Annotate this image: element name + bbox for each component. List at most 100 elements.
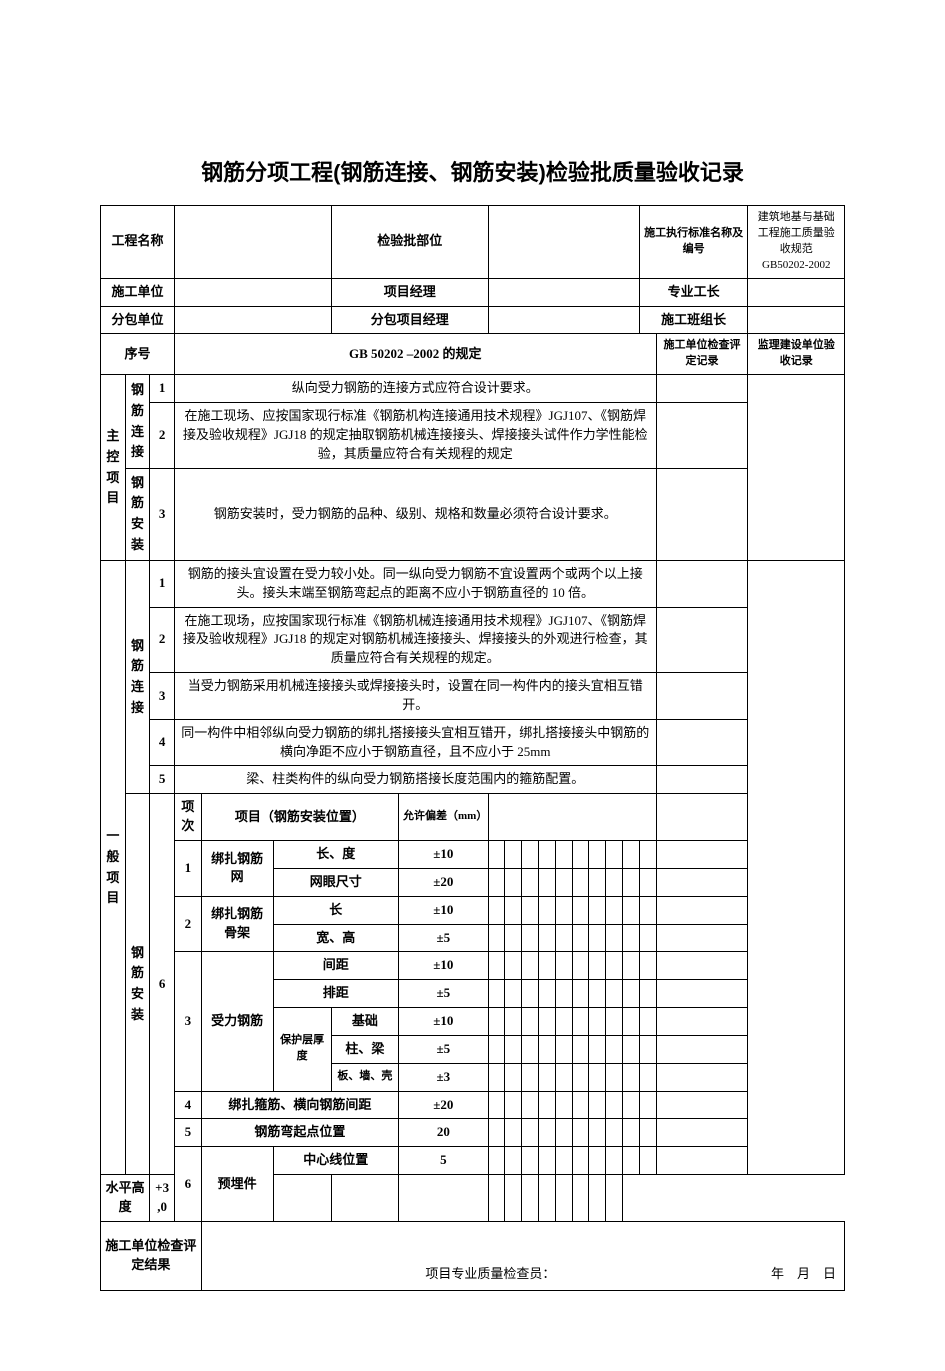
tick — [488, 868, 505, 896]
i6-tol2: +3,0 — [150, 1175, 175, 1222]
tick — [505, 952, 522, 980]
gc-r3-check — [656, 673, 748, 720]
tick — [555, 1147, 572, 1175]
mc-r3-check — [656, 468, 748, 560]
tick — [555, 980, 572, 1008]
tick — [572, 868, 589, 896]
tick — [522, 1035, 539, 1063]
tick — [555, 924, 572, 952]
tick — [589, 952, 606, 980]
inspection-form: 工程名称 检验批部位 施工执行标准名称及编号 建筑地基与基础工程施工质量验收规范… — [100, 205, 845, 1291]
i3-check5 — [656, 1063, 748, 1091]
tick — [572, 1119, 589, 1147]
i5-name: 钢筋弯起点位置 — [201, 1119, 398, 1147]
section-rebar-conn: 钢筋连接 — [125, 375, 150, 468]
tick — [639, 952, 656, 980]
tick — [589, 1119, 606, 1147]
tick — [539, 1063, 556, 1091]
tick — [623, 1063, 640, 1091]
i4-check — [656, 1091, 748, 1119]
i3-t3: ±3 — [399, 1063, 489, 1091]
seq-3: 3 — [150, 468, 175, 560]
tick — [555, 868, 572, 896]
tick — [639, 980, 656, 1008]
tick — [488, 1035, 505, 1063]
tick — [399, 1175, 489, 1222]
label-project-name: 工程名称 — [101, 206, 175, 279]
tick — [639, 868, 656, 896]
tick — [505, 868, 522, 896]
i3-check3 — [656, 1008, 748, 1036]
i3-cover: 保护层厚度 — [273, 1008, 331, 1092]
i6-check1 — [656, 1147, 748, 1175]
label-supervisor-check: 监理建设单位验收记录 — [748, 334, 845, 375]
i2-tol2: ±5 — [399, 924, 489, 952]
tick — [488, 980, 505, 1008]
tick — [572, 1147, 589, 1175]
tbl-ticks-spacer — [488, 794, 656, 841]
mc-r3: 钢筋安装时，受力钢筋的品种、级别、规格和数量必须符合设计要求。 — [174, 468, 656, 560]
tick — [539, 952, 556, 980]
tick — [539, 1008, 556, 1036]
tick — [606, 1091, 623, 1119]
value-team-leader — [748, 306, 845, 334]
i1-sub2: 网眼尺寸 — [273, 868, 398, 896]
tick — [589, 980, 606, 1008]
gc-rebar-conn: 钢筋连接 — [125, 560, 150, 793]
seq-g4: 4 — [150, 719, 175, 766]
tick — [606, 1147, 623, 1175]
i1-sub1: 长、度 — [273, 841, 398, 869]
tick — [572, 980, 589, 1008]
tick — [589, 841, 606, 869]
i1-tol2: ±20 — [399, 868, 489, 896]
seq-g6: 6 — [150, 794, 175, 1175]
tick — [488, 1063, 505, 1091]
i2-check1 — [656, 896, 748, 924]
section-main-ctrl: 主控项目 — [101, 375, 126, 561]
tick — [505, 1147, 522, 1175]
tick — [572, 1035, 589, 1063]
seq-g2: 2 — [150, 607, 175, 673]
i3-sub2: 排距 — [273, 980, 398, 1008]
tick — [522, 1119, 539, 1147]
seq-g3: 3 — [150, 673, 175, 720]
tick — [606, 896, 623, 924]
tick — [572, 1063, 589, 1091]
tick — [589, 1147, 606, 1175]
tick — [572, 1091, 589, 1119]
tick — [589, 1035, 606, 1063]
spec-title: 建筑地基与基础工程施工质量验收规范 — [758, 211, 835, 255]
tick — [488, 1147, 505, 1175]
i6-sub2: 水平高度 — [101, 1175, 150, 1222]
i3-sub1: 间距 — [273, 952, 398, 980]
tick — [572, 896, 589, 924]
i3-t1: ±10 — [399, 1008, 489, 1036]
value-sub — [174, 306, 331, 334]
label-team-leader: 施工班组长 — [639, 306, 748, 334]
page-title: 钢筋分项工程(钢筋连接、钢筋安装)检验批质量验收记录 — [100, 155, 845, 187]
tick — [539, 980, 556, 1008]
tick — [539, 1035, 556, 1063]
i6-seq: 6 — [174, 1147, 201, 1222]
tick — [505, 1035, 522, 1063]
label-contractor: 施工单位 — [101, 278, 175, 306]
tick — [488, 952, 505, 980]
i3-c3: 板、墙、壳 — [331, 1063, 398, 1091]
tick — [505, 1091, 522, 1119]
tick — [273, 1175, 331, 1222]
i3-check2 — [656, 980, 748, 1008]
label-batch-part: 检验批部位 — [331, 206, 488, 279]
i4-name: 绑扎箍筋、横向钢筋间距 — [201, 1091, 398, 1119]
mc-r1: 纵向受力钢筋的连接方式应符合设计要求。 — [174, 375, 656, 403]
tick — [606, 1008, 623, 1036]
tick — [589, 896, 606, 924]
i1-name: 绑扎钢筋网 — [201, 841, 273, 897]
tick — [589, 1091, 606, 1119]
i3-tol2: ±5 — [399, 980, 489, 1008]
gc-r5: 梁、柱类构件的纵向受力钢筋搭接长度范围内的箍筋配置。 — [174, 766, 656, 794]
tick — [522, 1175, 539, 1222]
seq-2: 2 — [150, 403, 175, 469]
i1-tol1: ±10 — [399, 841, 489, 869]
tick — [539, 896, 556, 924]
tick — [555, 841, 572, 869]
